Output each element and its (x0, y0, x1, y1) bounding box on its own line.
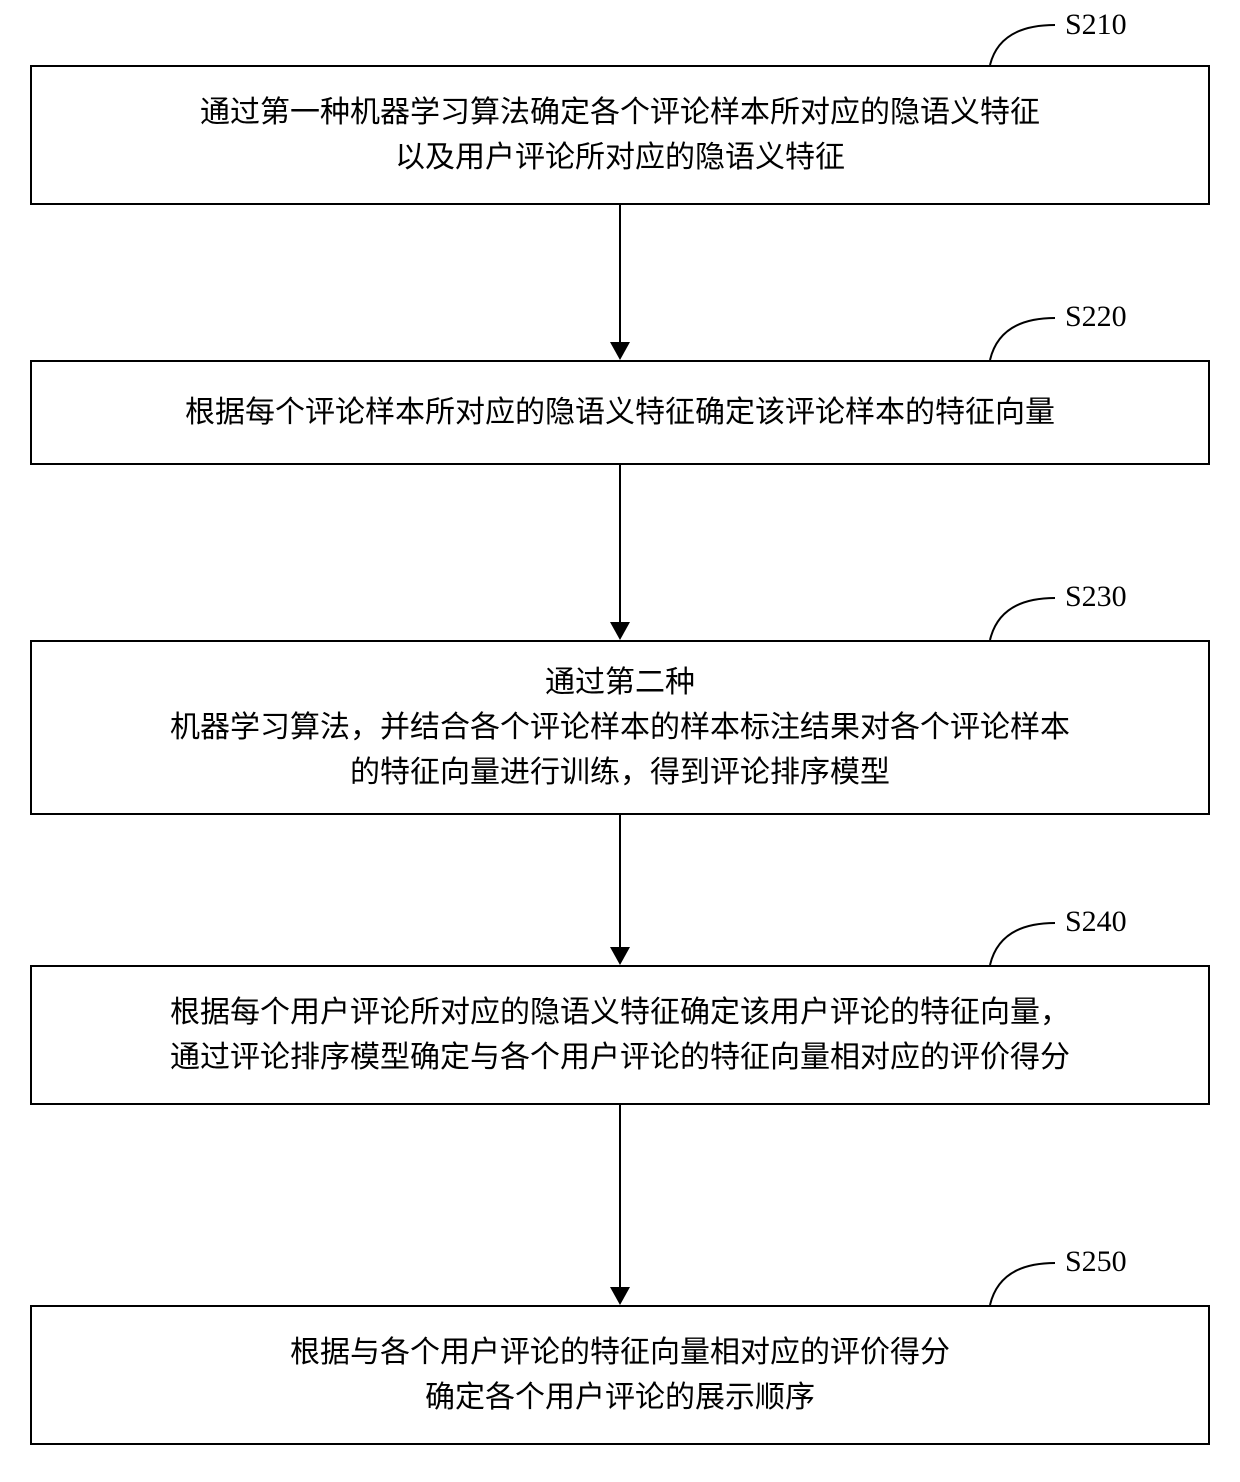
arrow-4-shaft (619, 1105, 621, 1287)
step-text: 根据与各个用户评论的特征向量相对应的评价得分 确定各个用户评论的展示顺序 (290, 1330, 950, 1420)
step-label-s210: S210 (1065, 8, 1127, 42)
arrow-3-head (610, 947, 630, 965)
step-text: 根据每个评论样本所对应的隐语义特征确定该评论样本的特征向量 (185, 390, 1055, 435)
step-label-s250: S250 (1065, 1245, 1127, 1279)
step-text: 通过第一种机器学习算法确定各个评论样本所对应的隐语义特征 以及用户评论所对应的隐… (200, 90, 1040, 180)
step-box-s210: 通过第一种机器学习算法确定各个评论样本所对应的隐语义特征 以及用户评论所对应的隐… (30, 65, 1210, 205)
step-label-s240: S240 (1065, 905, 1127, 939)
step-box-s230: 通过第二种 机器学习算法，并结合各个评论样本的样本标注结果对各个评论样本 的特征… (30, 640, 1210, 815)
arrow-3-shaft (619, 815, 621, 947)
flowchart-canvas: 通过第一种机器学习算法确定各个评论样本所对应的隐语义特征 以及用户评论所对应的隐… (0, 0, 1240, 1482)
step-label-s230: S230 (1065, 580, 1127, 614)
step-box-s220: 根据每个评论样本所对应的隐语义特征确定该评论样本的特征向量 (30, 360, 1210, 465)
step-text: 根据每个用户评论所对应的隐语义特征确定该用户评论的特征向量， 通过评论排序模型确… (170, 990, 1070, 1080)
arrow-1-shaft (619, 205, 621, 342)
arrow-4-head (610, 1287, 630, 1305)
step-label-s220: S220 (1065, 300, 1127, 334)
step-box-s250: 根据与各个用户评论的特征向量相对应的评价得分 确定各个用户评论的展示顺序 (30, 1305, 1210, 1445)
step-text: 通过第二种 机器学习算法，并结合各个评论样本的样本标注结果对各个评论样本 的特征… (170, 660, 1070, 795)
step-box-s240: 根据每个用户评论所对应的隐语义特征确定该用户评论的特征向量， 通过评论排序模型确… (30, 965, 1210, 1105)
arrow-2-head (610, 622, 630, 640)
arrow-1-head (610, 342, 630, 360)
arrow-2-shaft (619, 465, 621, 622)
